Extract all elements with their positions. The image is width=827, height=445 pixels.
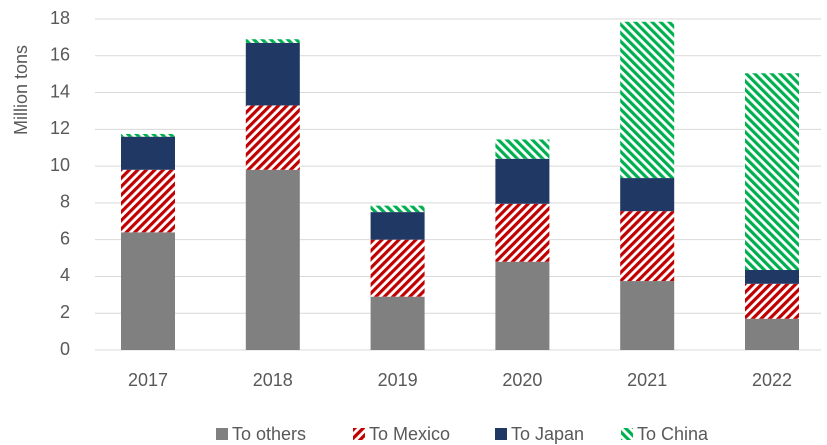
x-tick-label: 2021	[627, 370, 667, 390]
y-axis-label: Million tons	[11, 45, 31, 135]
y-tick-label: 16	[50, 45, 70, 65]
bar-segment	[495, 203, 550, 262]
y-tick-label: 2	[60, 302, 70, 322]
bar-segment	[370, 205, 425, 213]
legend-swatch	[621, 428, 633, 440]
bar-segment	[745, 283, 799, 319]
legend-label: To China	[637, 424, 709, 444]
bar-segment	[620, 178, 675, 212]
bar-segment	[370, 212, 425, 240]
legend-swatch	[353, 428, 365, 440]
bar-segment	[245, 105, 300, 170]
bar-segment	[620, 21, 675, 179]
bar-segment	[121, 169, 175, 233]
bar-segment	[245, 39, 300, 43]
bar-segment	[495, 261, 550, 350]
bar-segment	[620, 281, 675, 350]
bar-segment	[495, 158, 550, 204]
y-tick-label: 18	[50, 8, 70, 28]
x-tick-label: 2019	[378, 370, 418, 390]
bar-segment	[245, 169, 300, 350]
bar-segment	[370, 239, 425, 297]
bar-segment	[121, 232, 175, 350]
y-tick-label: 10	[50, 155, 70, 175]
y-tick-label: 0	[60, 339, 70, 359]
x-tick-label: 2020	[502, 370, 542, 390]
bar-segment	[370, 296, 425, 350]
y-tick-label: 12	[50, 118, 70, 138]
x-tick-label: 2018	[253, 370, 293, 390]
legend-swatch	[216, 428, 228, 440]
bar-segment	[745, 73, 799, 271]
x-tick-label: 2022	[752, 370, 792, 390]
y-tick-label: 8	[60, 192, 70, 212]
bar-segment	[745, 270, 799, 284]
y-tick-label: 14	[50, 81, 70, 101]
y-tick-label: 6	[60, 228, 70, 248]
bar-segment	[495, 139, 550, 159]
legend-label: To others	[232, 424, 306, 444]
bar-segment	[121, 133, 175, 137]
legend-label: To Mexico	[369, 424, 450, 444]
y-tick-label: 4	[60, 265, 70, 285]
bar-segment	[620, 211, 675, 282]
bar-segment	[745, 318, 799, 350]
bar-segment	[245, 42, 300, 106]
legend-swatch	[495, 428, 507, 440]
legend-label: To Japan	[511, 424, 584, 444]
x-tick-label: 2017	[128, 370, 168, 390]
bar-segment	[121, 136, 175, 170]
